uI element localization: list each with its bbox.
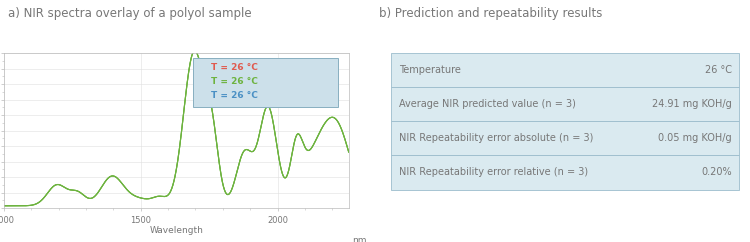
FancyBboxPatch shape: [392, 53, 739, 87]
Text: 0.20%: 0.20%: [701, 167, 732, 177]
FancyBboxPatch shape: [392, 121, 739, 155]
FancyBboxPatch shape: [392, 87, 739, 121]
Text: Average NIR predicted value (n = 3): Average NIR predicted value (n = 3): [398, 99, 575, 109]
Text: a) NIR spectra overlay of a polyol sample: a) NIR spectra overlay of a polyol sampl…: [8, 7, 251, 20]
Text: T = 26 °C: T = 26 °C: [211, 63, 257, 72]
Text: b) Prediction and repeatability results: b) Prediction and repeatability results: [379, 7, 602, 20]
Text: T = 26 °C: T = 26 °C: [211, 77, 257, 86]
Text: 0.05 mg KOH/g: 0.05 mg KOH/g: [658, 133, 732, 144]
Text: T = 26 °C: T = 26 °C: [211, 91, 257, 100]
Text: NIR Repeatability error absolute (n = 3): NIR Repeatability error absolute (n = 3): [398, 133, 593, 144]
FancyBboxPatch shape: [392, 155, 739, 189]
Text: Temperature: Temperature: [398, 65, 460, 75]
X-axis label: Wavelength: Wavelength: [149, 226, 203, 235]
Text: nm: nm: [352, 236, 367, 242]
Text: 24.91 mg KOH/g: 24.91 mg KOH/g: [652, 99, 732, 109]
FancyBboxPatch shape: [194, 58, 338, 107]
Text: 26 °C: 26 °C: [705, 65, 732, 75]
Text: NIR Repeatability error relative (n = 3): NIR Repeatability error relative (n = 3): [398, 167, 588, 177]
